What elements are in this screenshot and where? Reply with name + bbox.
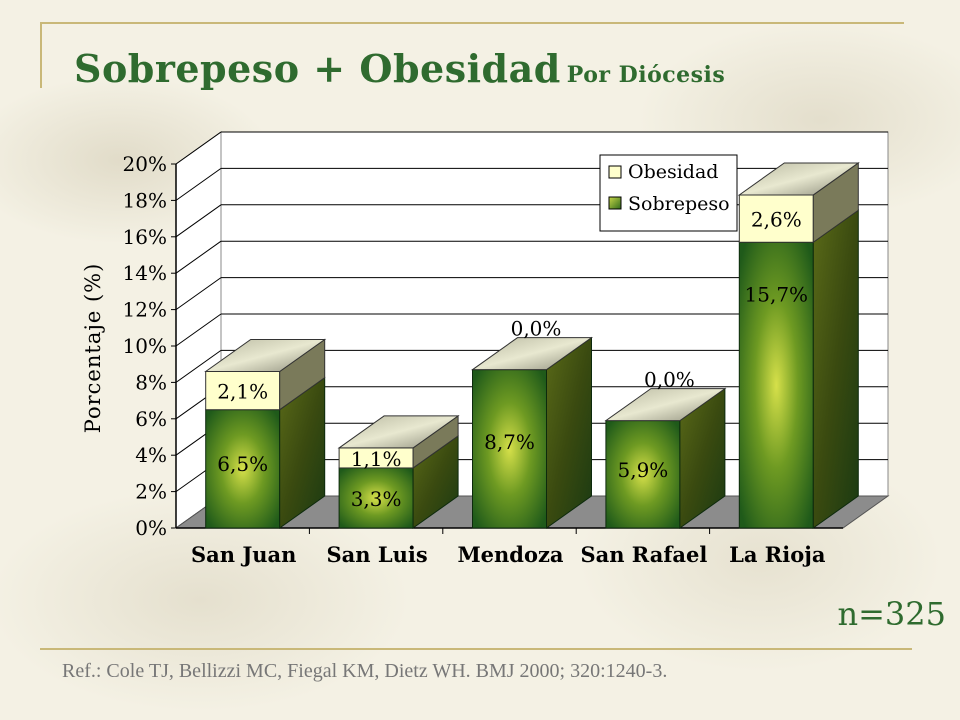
title-main: Sobrepeso + Obesidad: [74, 46, 561, 91]
x-tick-label: San Rafael: [580, 542, 707, 567]
sample-size-label: n=325: [837, 595, 947, 633]
y-tick-label: 16%: [123, 225, 167, 249]
gridline-side: [175, 277, 222, 311]
page-title: Sobrepeso + Obesidad Por Diócesis: [74, 46, 725, 91]
y-tick-label: 10%: [123, 334, 167, 358]
chart-legend: Obesidad Sobrepeso: [599, 154, 738, 232]
y-tick-label: 20%: [123, 152, 167, 176]
data-label-obesidad: 0,0%: [644, 368, 695, 392]
data-label-sobrepeso: 6,5%: [217, 452, 268, 476]
data-label-obesidad: 2,1%: [217, 380, 268, 404]
bar-top: [470, 337, 594, 371]
legend-swatch-sobrepeso: [608, 196, 622, 210]
bar-sobrepeso: [472, 369, 547, 529]
title-subtitle: Por Diócesis: [566, 62, 726, 88]
bar-top: [604, 388, 727, 422]
data-label-obesidad: 2,6%: [751, 208, 802, 232]
y-tick-label: 2%: [135, 480, 167, 504]
data-label-obesidad: 0,0%: [511, 317, 562, 341]
data-label-sobrepeso: 8,7%: [484, 430, 535, 454]
y-tick-label: 14%: [123, 261, 167, 285]
x-tick-label: San Luis: [327, 542, 428, 567]
data-label-sobrepeso: 3,3%: [351, 487, 402, 511]
bar-sobrepeso-side: [546, 336, 592, 529]
legend-box: [599, 154, 738, 232]
frame-left-rule: [40, 22, 42, 88]
legend-swatch-obesidad: [608, 165, 622, 179]
legend-label-obesidad: Obesidad: [628, 161, 718, 183]
gridline-side: [175, 240, 222, 274]
y-tick-label: 8%: [135, 370, 167, 394]
bar-top: [337, 415, 460, 449]
bar-sobrepeso: [338, 467, 414, 529]
bar-sobrepeso: [738, 241, 814, 529]
gridline-side: [175, 167, 222, 201]
bar-obesidad: [738, 194, 814, 243]
y-tick-label: 4%: [135, 443, 167, 467]
bar-sobrepeso: [605, 420, 681, 529]
bar-sobrepeso-side: [812, 209, 859, 529]
bar-top: [204, 338, 327, 372]
y-tick-label: 18%: [123, 188, 167, 212]
bottom-rule: [40, 648, 912, 650]
bar-top: [737, 162, 860, 196]
y-axis-title: Porcentaje (%): [81, 263, 105, 434]
legend-label-sobrepeso: Sobrepeso: [628, 193, 730, 215]
reference-citation: Ref.: Cole TJ, Bellizzi MC, Fiegal KM, D…: [62, 660, 668, 682]
gridline-side: [175, 131, 222, 165]
gridline-side: [175, 204, 222, 238]
gridline-side: [175, 349, 222, 383]
y-tick-label: 12%: [123, 298, 167, 322]
x-tick-label: San Juan: [191, 542, 296, 567]
y-tick-label: 6%: [135, 407, 167, 431]
frame-top-rule: [40, 22, 904, 24]
bar-sobrepeso: [205, 409, 281, 529]
gridline-side: [175, 313, 222, 347]
y-tick-label: 0%: [135, 516, 167, 540]
data-label-sobrepeso: 5,9%: [617, 458, 668, 482]
x-tick-label: Mendoza: [457, 542, 563, 567]
data-label-sobrepeso: 15,7%: [745, 283, 809, 307]
data-label-obesidad: 1,1%: [351, 447, 402, 471]
x-tick-label: La Rioja: [729, 542, 826, 567]
